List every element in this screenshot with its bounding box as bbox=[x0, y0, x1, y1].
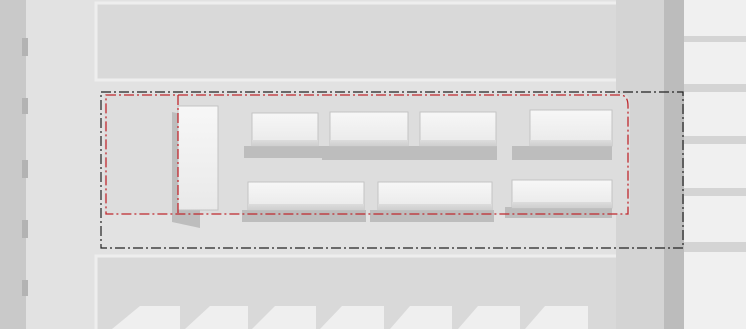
north-block bbox=[96, 3, 618, 80]
east-buildings bbox=[664, 0, 746, 329]
page bbox=[0, 0, 746, 329]
site-plan-render bbox=[0, 0, 746, 329]
